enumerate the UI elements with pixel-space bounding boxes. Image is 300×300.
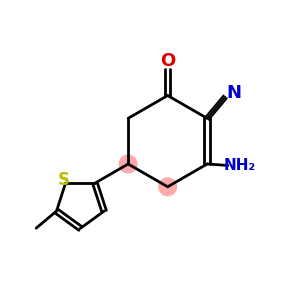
Text: NH₂: NH₂ — [224, 158, 256, 173]
Text: O: O — [160, 52, 175, 70]
Circle shape — [119, 155, 137, 173]
Text: N: N — [226, 84, 241, 102]
Text: S: S — [58, 171, 70, 189]
Circle shape — [159, 178, 176, 196]
